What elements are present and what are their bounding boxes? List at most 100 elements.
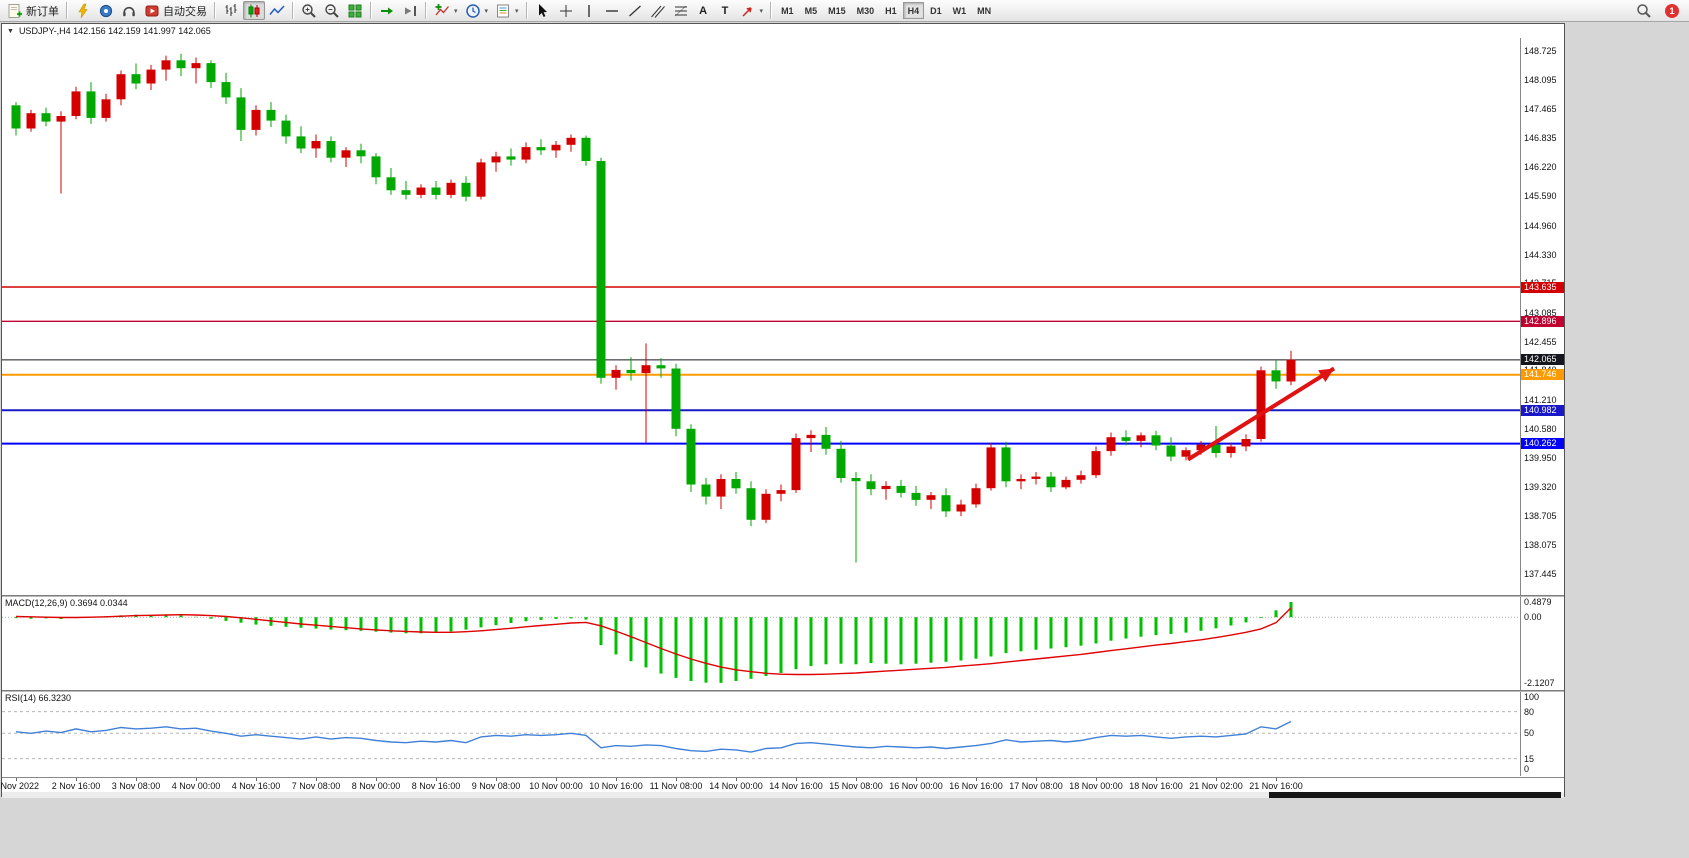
- crosshair-tool-button[interactable]: [555, 1, 577, 20]
- bar-chart-type-button[interactable]: [220, 1, 242, 20]
- time-tick: [16, 778, 17, 781]
- time-axis[interactable]: 2 Nov 2022 2 Nov 16:00 3 Nov 08:00 4 Nov 00…: [0, 777, 1564, 792]
- rsi-scale-label: 50: [1524, 728, 1535, 739]
- price-axis-label: 147.465: [1524, 104, 1557, 115]
- candle-body: [791, 438, 801, 491]
- main-chart-svg[interactable]: [2, 38, 1520, 595]
- time-axis-label: 14 Nov 00:00: [709, 781, 763, 791]
- candle-body: [296, 136, 306, 149]
- candle-body: [1106, 437, 1116, 452]
- candle-body: [551, 144, 561, 151]
- timeframe-h1-button[interactable]: H1: [885, 5, 897, 16]
- timeframe-m5-button[interactable]: M5: [804, 5, 818, 16]
- candle-body: [221, 82, 231, 98]
- time-tick: [676, 778, 677, 781]
- price-axis-label: 139.320: [1524, 482, 1557, 493]
- timeframe-h4-button[interactable]: H4: [902, 2, 925, 19]
- price-axis[interactable]: 148.725 148.095 147.465 146.835 146.220 145.5…: [1520, 38, 1564, 595]
- macd-svg[interactable]: [2, 597, 1520, 690]
- candle-body: [611, 369, 621, 378]
- time-tick: [376, 778, 377, 781]
- candle-body: [971, 488, 981, 505]
- cursor-icon: [535, 3, 551, 19]
- zoom-out-button[interactable]: [321, 1, 343, 20]
- support-button[interactable]: [118, 1, 140, 20]
- timeframe-w1-button[interactable]: W1: [952, 5, 967, 16]
- timeframe-m15-button[interactable]: M15: [828, 5, 846, 16]
- horizontal-line-tool-button[interactable]: [601, 1, 623, 20]
- fibonacci-icon: [673, 3, 689, 19]
- time-axis-label: 2 Nov 16:00: [51, 781, 101, 791]
- price-axis-label: 146.220: [1524, 162, 1557, 173]
- indicators-icon: [434, 3, 450, 19]
- candle-body: [596, 161, 606, 378]
- channel-tool-button[interactable]: [647, 1, 669, 20]
- text-label-tool-button[interactable]: T: [715, 1, 736, 20]
- vertical-line-tool-button[interactable]: [578, 1, 600, 20]
- candle-body: [716, 479, 726, 497]
- horizontal-scrollbar: [2, 792, 1564, 798]
- rsi-scale-label: 100: [1524, 692, 1540, 703]
- main-chart-pane: 148.725 148.095 147.465 146.835 146.220 145.5…: [2, 38, 1564, 595]
- line-chart-icon: [269, 3, 285, 19]
- chart-title-bar: ▼ USDJPY-,H4 142.156 142.159 141.997 142…: [2, 24, 1564, 38]
- candle-body: [701, 484, 711, 497]
- timeframe-mn-button[interactable]: MN: [977, 5, 992, 16]
- auto-scroll-button[interactable]: [376, 1, 398, 20]
- candle-body: [1166, 445, 1176, 457]
- templates-button[interactable]: ▾: [492, 1, 522, 20]
- shapes-tool-button[interactable]: ▾: [737, 1, 767, 20]
- price-tag: 140.262: [1521, 438, 1564, 450]
- trendline-tool-button[interactable]: [624, 1, 646, 20]
- cursor-tool-button[interactable]: [532, 1, 554, 20]
- search-button[interactable]: [1633, 1, 1655, 20]
- new-chart-button[interactable]: [72, 1, 94, 20]
- macd-axis: 0.4879 0.00 -2.1207: [1520, 597, 1564, 690]
- line-chart-type-button[interactable]: [266, 1, 288, 20]
- rsi-label: RSI(14) 66.3230: [5, 693, 72, 703]
- candle-body: [476, 162, 486, 197]
- time-tick: [76, 778, 77, 781]
- candle-body: [386, 177, 396, 191]
- price-axis-label: 138.075: [1524, 540, 1557, 551]
- chart-dropdown-icon[interactable]: ▼: [7, 27, 14, 35]
- periods-button[interactable]: ▾: [462, 1, 492, 20]
- new-order-button[interactable]: 新订单: [4, 1, 62, 20]
- candle-body: [926, 495, 936, 500]
- time-axis-label: 18 Nov 00:00: [1069, 781, 1123, 791]
- timeframe-m30-button[interactable]: M30: [856, 5, 875, 16]
- pane-separator[interactable]: [2, 595, 1564, 597]
- candle-body: [776, 490, 786, 494]
- time-tick: [256, 778, 257, 781]
- zoom-in-button[interactable]: [298, 1, 320, 20]
- time-tick: [496, 778, 497, 781]
- candle-chart-type-button[interactable]: [243, 1, 265, 20]
- candle-body: [1286, 359, 1296, 382]
- autotrading-button[interactable]: 自动交易: [141, 1, 210, 20]
- tile-windows-icon: [347, 3, 363, 19]
- tile-windows-button[interactable]: [344, 1, 366, 20]
- time-axis-label: 21 Nov 02:00: [1189, 781, 1243, 791]
- timeframe-m1-button[interactable]: M1: [781, 5, 794, 16]
- search-icon: [1636, 3, 1652, 19]
- text-tool-button[interactable]: A: [693, 1, 714, 20]
- rsi-svg[interactable]: [2, 692, 1520, 776]
- time-tick: [616, 778, 617, 781]
- fibonacci-tool-button[interactable]: [670, 1, 692, 20]
- profiles-icon: [98, 3, 114, 19]
- scrollbar-thumb[interactable]: [1269, 792, 1561, 798]
- time-tick: [1276, 778, 1277, 781]
- candle-body: [761, 493, 771, 520]
- chart-shift-button[interactable]: [399, 1, 421, 20]
- chart-shift-icon: [402, 3, 418, 19]
- indicators-button[interactable]: ▾: [431, 1, 461, 20]
- timeframe-d1-button[interactable]: D1: [930, 5, 942, 16]
- notification-badge[interactable]: 1: [1665, 3, 1679, 18]
- trend-arrow-line[interactable]: [1186, 366, 1336, 462]
- pane-separator[interactable]: [2, 690, 1564, 692]
- profiles-button[interactable]: [95, 1, 117, 20]
- autotrading-icon: [144, 3, 160, 19]
- candle-body: [446, 182, 456, 195]
- chevron-down-icon: ▾: [515, 7, 519, 15]
- time-axis-label: 16 Nov 16:00: [949, 781, 1003, 791]
